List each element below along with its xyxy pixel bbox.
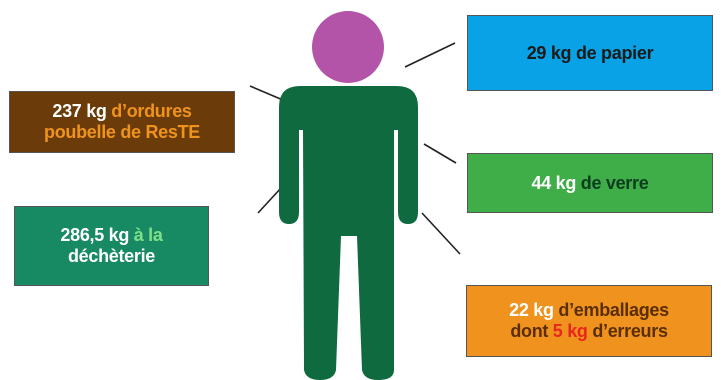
connector-papier — [404, 42, 456, 68]
ordures-box: 237 kg d’ordures poubelle de ResTE — [9, 91, 235, 153]
verre-label: 44 kg de verre — [532, 173, 649, 194]
person-silhouette — [279, 11, 418, 380]
decheterie-amount: 286,5 kg — [60, 225, 130, 246]
emballages-text-line2b: d’erreurs — [587, 321, 668, 341]
connector-verre — [423, 143, 457, 164]
decheterie-label: 286,5 kg à la déchèterie — [60, 225, 162, 266]
ordures-amount: 237 kg — [52, 101, 107, 122]
verre-text: de verre — [576, 172, 649, 193]
verre-box: 44 kg de verre — [467, 153, 713, 213]
ordures-text-line2: poubelle de ResTE — [44, 122, 200, 142]
verre-amount: 44 kg — [531, 172, 577, 193]
emballages-text-line2a: dont — [510, 321, 553, 341]
emballages-label: 22 kg d’emballages dont 5 kg d’erreurs — [509, 300, 669, 341]
connector-emballages — [421, 212, 461, 255]
person-body — [279, 86, 418, 380]
emballages-box: 22 kg d’emballages dont 5 kg d’erreurs — [466, 285, 712, 357]
papier-label: 29 kg de papier — [527, 43, 654, 64]
person-head — [312, 11, 384, 83]
emballages-text-line1: d’emballages — [553, 300, 669, 321]
emballages-amount: 22 kg — [509, 300, 554, 321]
papier-amount: 29 kg — [526, 42, 572, 63]
decheterie-text-line1: à la — [129, 225, 163, 246]
ordures-label: 237 kg d’ordures poubelle de ResTE — [44, 101, 200, 142]
connector-decheterie — [257, 187, 282, 214]
emballages-errors-amount: 5 kg — [552, 321, 588, 341]
decheterie-text-line2: déchèterie — [67, 246, 156, 266]
papier-box: 29 kg de papier — [467, 15, 713, 91]
papier-text: de papier — [571, 42, 654, 63]
decheterie-box: 286,5 kg à la déchèterie — [14, 206, 209, 286]
ordures-text-line1: d’ordures — [106, 101, 192, 122]
